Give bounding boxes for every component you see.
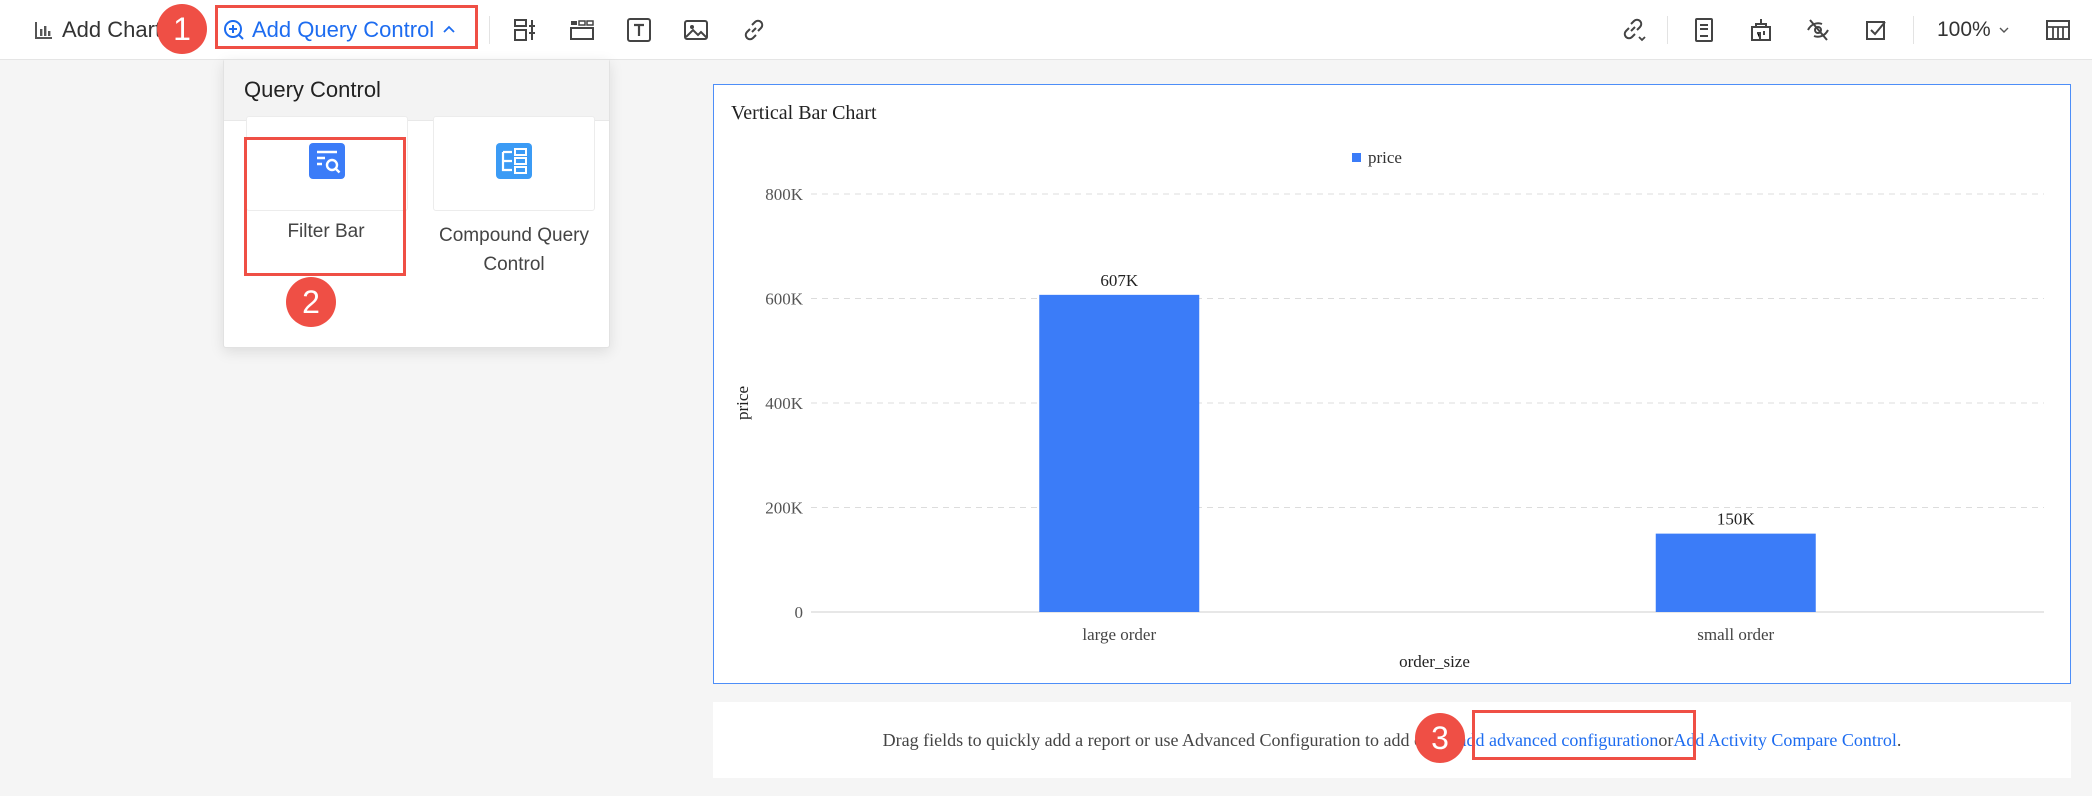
tab-layout-icon [568, 16, 596, 44]
eye-off-icon [1804, 16, 1832, 44]
toolbar-divider [489, 16, 490, 44]
data-label: 150K [1717, 510, 1756, 529]
filter-bar-label: Filter Bar [287, 221, 365, 242]
link-dropdown-icon [1620, 16, 1648, 44]
chart-panel[interactable]: Vertical Bar Chart price 0 200K 400K 600K 800… [713, 84, 2071, 684]
image-icon [682, 16, 710, 44]
footer-text: Drag fields to quickly add a report or u… [713, 702, 2071, 778]
highlight-advanced-configuration [1472, 710, 1696, 760]
compound-query-option[interactable]: Compound Query Control [431, 116, 597, 279]
footer-or: or [1658, 729, 1674, 750]
add-query-control-button[interactable]: Add Query Control [222, 0, 456, 59]
document-icon [1690, 16, 1718, 44]
compound-query-icon [495, 142, 533, 186]
dropdown-title: Query Control [224, 60, 609, 121]
highlight-filter-bar [244, 137, 406, 276]
chart-title: Vertical Bar Chart [731, 102, 877, 124]
plus-search-icon [222, 16, 246, 44]
link-settings-button[interactable] [1620, 0, 1648, 59]
footer-end: . [1896, 729, 1902, 750]
y-tick-label: 600K [765, 290, 804, 309]
layout-sliders-icon [511, 16, 539, 44]
x-tick-label: large order [1082, 625, 1156, 644]
zoom-value: 100% [1937, 17, 1991, 41]
compound-query-tile [433, 116, 595, 211]
layout-button[interactable] [511, 0, 539, 59]
add-chart-button[interactable]: Add Chart [32, 0, 162, 59]
preview-button[interactable] [1804, 0, 1832, 59]
legend-label: price [1368, 148, 1402, 167]
bar-chart-icon [32, 16, 56, 44]
check-button[interactable] [1862, 0, 1890, 59]
y-axis-title: price [733, 386, 752, 420]
query-control-dropdown: Query Control Filter Bar Compound Query … [223, 59, 610, 348]
toolbar: Add Chart Add Query Control [0, 0, 2092, 60]
y-tick-label: 400K [765, 394, 804, 413]
y-tick-label: 200K [765, 499, 804, 518]
building-icon [1747, 16, 1775, 44]
filter-bar-option[interactable]: Filter Bar [246, 116, 408, 243]
text-icon [625, 16, 653, 44]
filter-bar-tile [246, 116, 408, 211]
filter-bar-icon [308, 142, 346, 186]
bar-chart: price 0 200K 400K 600K 800K 607K large order 150… [733, 148, 2044, 671]
zoom-select[interactable]: 100% [1937, 0, 2009, 59]
y-tick-label: 800K [765, 185, 804, 204]
footer-hint-text: Drag fields to quickly add a report or u… [882, 729, 1455, 750]
add-image-button[interactable] [682, 0, 710, 59]
publish-button[interactable] [1747, 0, 1775, 59]
bar [1655, 533, 1816, 612]
footer-hint: Drag fields to quickly add a report or u… [713, 702, 2071, 778]
compound-query-label: Compound Query Control [439, 225, 589, 275]
toolbar-divider-zoom [1913, 16, 1914, 44]
y-tick-label: 0 [795, 603, 804, 622]
tab-container-button[interactable] [568, 0, 596, 59]
bar [1039, 294, 1200, 612]
legend-swatch [1352, 153, 1361, 162]
step-badge-2: 2 [286, 277, 336, 327]
toolbar-divider-right [1667, 16, 1668, 44]
add-query-control-label: Add Query Control [252, 16, 435, 42]
add-text-button[interactable] [625, 0, 653, 59]
add-link-button[interactable] [740, 0, 768, 59]
step-badge-3: 3 [1415, 713, 1465, 763]
x-axis-title: order_size [1399, 652, 1470, 671]
step-badge-1: 1 [157, 4, 207, 54]
add-chart-label: Add Chart [62, 16, 162, 42]
x-tick-label: small order [1697, 625, 1774, 644]
highlight-add-query-control [215, 5, 478, 49]
link-icon [740, 16, 768, 44]
ruler-grid-icon [2044, 16, 2072, 44]
add-advanced-configuration-link[interactable]: add advanced configuration [1458, 729, 1659, 750]
chevron-up-icon [442, 21, 456, 39]
add-activity-compare-link[interactable]: Add Activity Compare Control [1673, 729, 1897, 750]
checkbox-icon [1862, 16, 1890, 44]
chevron-down-icon [1999, 21, 2009, 39]
data-label: 607K [1100, 271, 1139, 290]
report-settings-button[interactable] [1690, 0, 1718, 59]
grid-settings-button[interactable] [2044, 0, 2072, 59]
